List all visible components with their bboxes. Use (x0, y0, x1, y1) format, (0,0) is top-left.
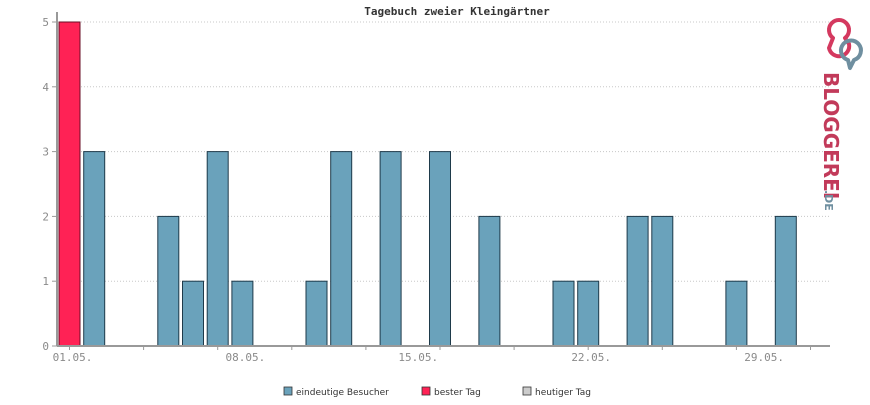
legend-label: heutiger Tag (535, 388, 591, 398)
visitor-bar (305, 280, 328, 347)
bars (58, 21, 797, 347)
visitor-bar (651, 215, 674, 347)
y-tick-label: 3 (42, 146, 49, 159)
x-tick-label: 22.05. (571, 351, 611, 364)
x-tick-label: 29.05. (744, 351, 784, 364)
legend: eindeutige Besucher bester Tag heutiger Ta… (283, 386, 591, 398)
logo-suffix-text: .DE (822, 190, 835, 211)
legend-label: eindeutige Besucher (296, 388, 389, 398)
x-tick-labels: 01.05. 08.05. 15.05. 22.05. 29.05. (53, 351, 784, 364)
legend-swatch (421, 386, 431, 396)
visitor-bar (626, 215, 649, 347)
visitor-bar (157, 215, 180, 347)
bloggerei-logo-icon (827, 18, 863, 70)
axes (56, 12, 830, 350)
visitor-bar (83, 151, 106, 347)
visitor-bar (429, 151, 451, 347)
visitor-bar (231, 280, 254, 347)
logo-main-text: BLOGGEREI (819, 72, 843, 199)
visitor-bar (725, 280, 748, 347)
y-tick-label: 2 (42, 210, 49, 223)
visitor-bar (206, 151, 229, 347)
legend-label: bester Tag (434, 388, 481, 398)
x-tick-label: 01.05. (53, 351, 93, 364)
visitor-bar (182, 280, 204, 347)
visitor-bar (478, 215, 501, 347)
y-tick-label: 5 (42, 16, 49, 29)
best-day-bar (58, 21, 81, 347)
chart-title: Tagebuch zweier Kleingärtner (364, 5, 550, 18)
y-tick-label: 0 (42, 340, 49, 353)
x-tick-label: 15.05. (398, 351, 438, 364)
visitor-bar (577, 280, 600, 347)
visitor-bar (552, 280, 575, 347)
y-tick-label: 4 (42, 81, 49, 94)
legend-item: bester Tag (421, 386, 481, 398)
y-tick-labels: 0 1 2 3 4 5 (42, 16, 49, 353)
legend-item: eindeutige Besucher (283, 386, 389, 398)
x-tick-label: 08.05. (226, 351, 266, 364)
visitor-bar (379, 151, 402, 347)
legend-item: heutiger Tag (522, 386, 591, 398)
legend-swatch (522, 386, 532, 396)
bloggerei-logo[interactable]: BLOGGEREI .DE (819, 18, 863, 211)
y-tick-label: 1 (42, 275, 49, 288)
legend-swatch (283, 386, 293, 396)
visitor-bar (774, 215, 797, 347)
visitor-bar (330, 151, 353, 347)
